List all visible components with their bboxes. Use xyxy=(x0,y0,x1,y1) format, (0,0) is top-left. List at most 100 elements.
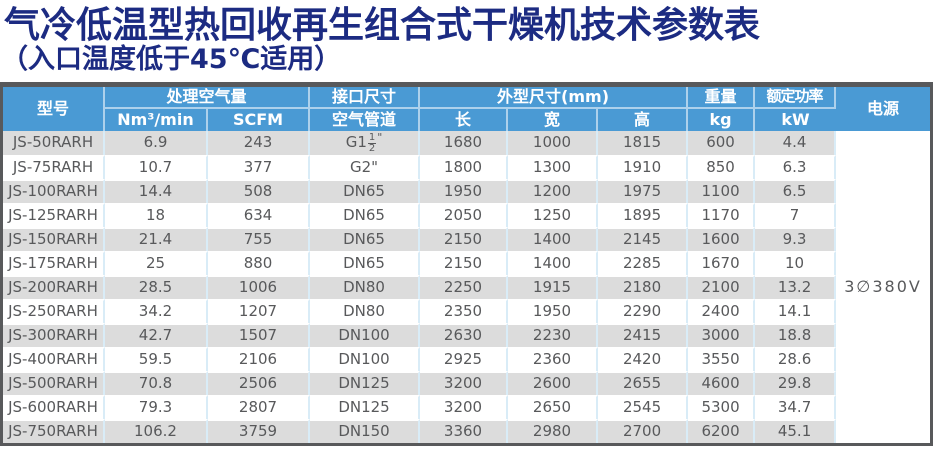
page-title: 气冷低温型热回收再生组合式干燥机技术参数表 xyxy=(4,5,761,46)
cell-height: 2655 xyxy=(598,370,689,395)
col-header-air-pipe: 空气管道 xyxy=(310,108,421,131)
cell-height: 2700 xyxy=(598,418,689,443)
col-header-scfm: SCFM xyxy=(208,108,311,131)
cell-scfm: 2106 xyxy=(208,346,311,371)
table-row: JS-400RARH 59.5 2106 DN100 2925 2360 2420 3550 2… xyxy=(3,346,930,371)
cell-height: 1815 xyxy=(598,130,689,155)
cell-pipe-size: DN100 xyxy=(310,322,421,347)
cell-length: 1950 xyxy=(420,178,509,203)
cell-model: JS-200RARH xyxy=(3,274,105,299)
cell-scfm: 1207 xyxy=(208,298,311,323)
cell-power-kw: 6.3 xyxy=(755,154,837,179)
cell-weight-kg: 1170 xyxy=(688,202,756,227)
cell-model: JS-500RARH xyxy=(3,370,105,395)
cell-weight-kg: 600 xyxy=(688,130,756,155)
cell-weight-kg: 3000 xyxy=(688,322,756,347)
table-row: JS-600RARH 79.3 2807 DN125 3200 2650 2545 5300 3… xyxy=(3,394,930,419)
table-row: JS-100RARH 14.4 508 DN65 1950 1200 1975 1100 6.5 xyxy=(3,178,930,203)
table-row: JS-500RARH 70.8 2506 DN125 3200 2600 2655 4600 2… xyxy=(3,370,930,395)
cell-power-kw: 6.5 xyxy=(755,178,837,203)
cell-pipe-size: DN65 xyxy=(310,178,421,203)
cell-power-kw: 14.1 xyxy=(755,298,837,323)
cell-width: 2230 xyxy=(508,322,599,347)
cell-model: JS-750RARH xyxy=(3,418,105,443)
cell-nm3-per-min: 70.8 xyxy=(105,370,208,395)
cell-scfm: 880 xyxy=(208,250,311,275)
cell-nm3-per-min: 28.5 xyxy=(105,274,208,299)
cell-model: JS-175RARH xyxy=(3,250,105,275)
cell-power-kw: 29.8 xyxy=(755,370,837,395)
table-row: JS-250RARH 34.2 1207 DN80 2350 1950 2290 2400 14… xyxy=(3,298,930,323)
cell-scfm: 508 xyxy=(208,178,311,203)
cell-pipe-size: DN65 xyxy=(310,226,421,251)
cell-scfm: 2506 xyxy=(208,370,311,395)
cell-pipe-size: DN65 xyxy=(310,250,421,275)
cell-height: 2290 xyxy=(598,298,689,323)
cell-nm3-per-min: 6.9 xyxy=(105,130,208,155)
col-header-kg: kg xyxy=(688,108,756,131)
cell-pipe-size: DN65 xyxy=(310,202,421,227)
cell-width: 1000 xyxy=(508,130,599,155)
cell-width: 1250 xyxy=(508,202,599,227)
cell-power-kw: 13.2 xyxy=(755,274,837,299)
cell-weight-kg: 6200 xyxy=(688,418,756,443)
cell-height: 2415 xyxy=(598,322,689,347)
cell-power-kw: 9.3 xyxy=(755,226,837,251)
header-row-units: Nm³/min SCFM 空气管道 长 宽 高 kg kW xyxy=(3,108,930,131)
cell-nm3-per-min: 79.3 xyxy=(105,394,208,419)
cell-weight-kg: 850 xyxy=(688,154,756,179)
cell-height: 2145 xyxy=(598,226,689,251)
col-header-air-volume: 处理空气量 xyxy=(105,86,311,109)
cell-model: JS-600RARH xyxy=(3,394,105,419)
table-row: JS-200RARH 28.5 1006 DN80 2250 1915 2180 2100 13… xyxy=(3,274,930,299)
cell-model: JS-400RARH xyxy=(3,346,105,371)
cell-nm3-per-min: 106.2 xyxy=(105,418,208,443)
cell-scfm: 2807 xyxy=(208,394,311,419)
cell-nm3-per-min: 10.7 xyxy=(105,154,208,179)
table-row: JS-125RARH 18 634 DN65 2050 1250 1895 1170 7 xyxy=(3,202,930,227)
cell-weight-kg: 2100 xyxy=(688,274,756,299)
cell-length: 3200 xyxy=(420,370,509,395)
cell-width: 1400 xyxy=(508,226,599,251)
cell-nm3-per-min: 25 xyxy=(105,250,208,275)
cell-height: 2285 xyxy=(598,250,689,275)
cell-scfm: 1507 xyxy=(208,322,311,347)
cell-scfm: 3759 xyxy=(208,418,311,443)
cell-width: 1300 xyxy=(508,154,599,179)
cell-length: 1800 xyxy=(420,154,509,179)
col-header-length: 长 xyxy=(420,108,509,131)
cell-length: 2350 xyxy=(420,298,509,323)
col-header-port-size: 接口尺寸 xyxy=(310,86,421,109)
cell-power-kw: 18.8 xyxy=(755,322,837,347)
cell-length: 3360 xyxy=(420,418,509,443)
cell-scfm: 755 xyxy=(208,226,311,251)
cell-length: 2050 xyxy=(420,202,509,227)
cell-scfm: 377 xyxy=(208,154,311,179)
table-row: JS-750RARH 106.2 3759 DN150 3360 2980 2700 6200… xyxy=(3,418,930,443)
cell-length: 2630 xyxy=(420,322,509,347)
cell-length: 2150 xyxy=(420,226,509,251)
cell-pipe-size: DN80 xyxy=(310,274,421,299)
power-supply-value: 3∅380V xyxy=(836,130,931,443)
table-row: JS-175RARH 25 880 DN65 2150 1400 2285 1670 10 xyxy=(3,250,930,275)
cell-width: 2600 xyxy=(508,370,599,395)
cell-nm3-per-min: 34.2 xyxy=(105,298,208,323)
cell-weight-kg: 1670 xyxy=(688,250,756,275)
cell-model: JS-125RARH xyxy=(3,202,105,227)
cell-weight-kg: 3550 xyxy=(688,346,756,371)
cell-scfm: 243 xyxy=(208,130,311,155)
cell-weight-kg: 2400 xyxy=(688,298,756,323)
cell-width: 1915 xyxy=(508,274,599,299)
col-header-width: 宽 xyxy=(508,108,599,131)
cell-model: JS-150RARH xyxy=(3,226,105,251)
spec-table: 型号 处理空气量 接口尺寸 外型尺寸(mm) 重量 额定功率 电源 Nm³/mi… xyxy=(0,81,934,446)
cell-pipe-size: G2" xyxy=(310,154,421,179)
col-header-weight: 重量 xyxy=(688,86,756,109)
cell-weight-kg: 5300 xyxy=(688,394,756,419)
cell-nm3-per-min: 14.4 xyxy=(105,178,208,203)
cell-pipe-size: DN125 xyxy=(310,370,421,395)
cell-height: 1975 xyxy=(598,178,689,203)
cell-height: 1910 xyxy=(598,154,689,179)
cell-nm3-per-min: 59.5 xyxy=(105,346,208,371)
col-header-nm3-per-min: Nm³/min xyxy=(105,108,208,131)
